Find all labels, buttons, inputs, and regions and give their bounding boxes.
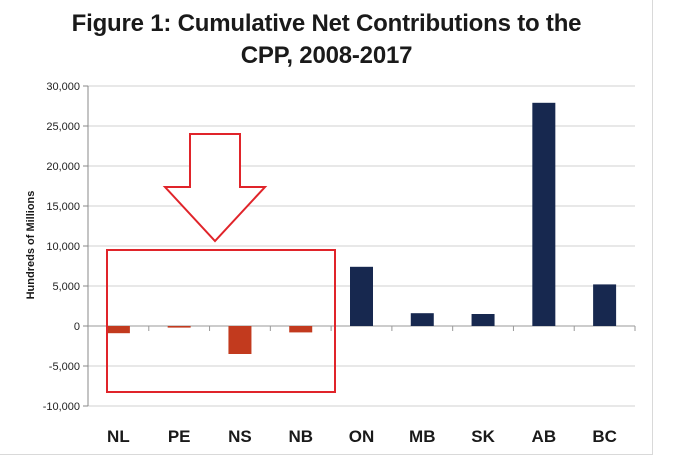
x-tick-label-mb: MB xyxy=(409,427,435,446)
x-tick-label-bc: BC xyxy=(592,427,617,446)
bar-pe xyxy=(167,326,191,328)
y-tick-label: 15,000 xyxy=(46,201,80,213)
y-axis-tick-labels: 30,000 25,000 20,000 15,000 10,000 5,000 0 -5,0… xyxy=(43,81,80,413)
y-tick-label: 20,000 xyxy=(46,161,80,173)
y-tick-label: 25,000 xyxy=(46,121,80,133)
y-tick-label: 5,000 xyxy=(52,281,80,293)
x-tick-label-on: ON xyxy=(349,427,375,446)
down-arrow-annotation xyxy=(162,133,268,243)
bar-bc xyxy=(593,284,617,326)
y-tick-label: -5,000 xyxy=(49,361,80,373)
chart-frame xyxy=(0,0,653,455)
bar-ab xyxy=(532,102,556,326)
x-tick-label-nb: NB xyxy=(288,427,313,446)
bar-mb xyxy=(410,313,434,326)
bar-nl xyxy=(106,326,130,334)
x-tick-label-ab: AB xyxy=(532,427,557,446)
x-tick-label-pe: PE xyxy=(168,427,191,446)
bar-on xyxy=(350,266,373,326)
y-tick-label: 0 xyxy=(74,321,80,333)
highlight-box xyxy=(106,249,336,393)
y-tick-label: -10,000 xyxy=(43,401,80,413)
bar-ns xyxy=(228,326,252,354)
y-axis-label: Hundreds of Millions xyxy=(25,191,37,300)
y-tick-label: 10,000 xyxy=(46,241,80,253)
bar-sk xyxy=(471,314,495,326)
y-tick-label: 30,000 xyxy=(46,81,80,93)
bar-nb xyxy=(289,326,313,333)
x-axis-tick-labels: NL PE NS NB ON MB SK AB BC xyxy=(107,427,617,446)
x-tick-label-nl: NL xyxy=(107,427,130,446)
x-tick-label-sk: SK xyxy=(471,427,495,446)
chart-title-line-1: Figure 1: Cumulative Net Contributions t… xyxy=(71,10,582,37)
x-tick-label-ns: NS xyxy=(228,427,252,446)
chart-title: Figure 1: Cumulative Net Contributions t… xyxy=(0,8,653,72)
bars xyxy=(106,102,636,354)
chart-title-line-2: CPP, 2008-2017 xyxy=(240,42,413,69)
